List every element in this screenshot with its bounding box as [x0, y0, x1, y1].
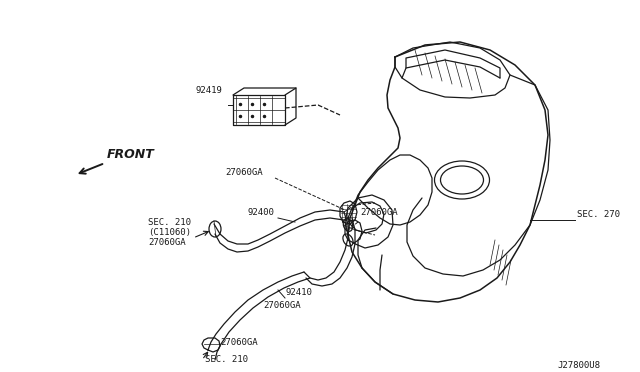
Text: 27060GA: 27060GA [220, 338, 258, 347]
Text: FRONT: FRONT [107, 148, 155, 161]
Text: 27060GA: 27060GA [148, 238, 186, 247]
Text: 27060GA: 27060GA [225, 168, 262, 177]
Text: 92410: 92410 [285, 288, 312, 297]
Text: SEC. 210: SEC. 210 [148, 218, 191, 227]
Text: 27060GA: 27060GA [360, 208, 397, 217]
Text: SEC. 210: SEC. 210 [205, 355, 248, 364]
Text: 27060GA: 27060GA [263, 301, 301, 310]
Text: SEC. 270: SEC. 270 [577, 210, 620, 219]
Text: 92400: 92400 [248, 208, 275, 217]
Text: (C11060): (C11060) [148, 228, 191, 237]
Text: 92419: 92419 [195, 86, 222, 95]
Text: J27800U8: J27800U8 [557, 361, 600, 370]
